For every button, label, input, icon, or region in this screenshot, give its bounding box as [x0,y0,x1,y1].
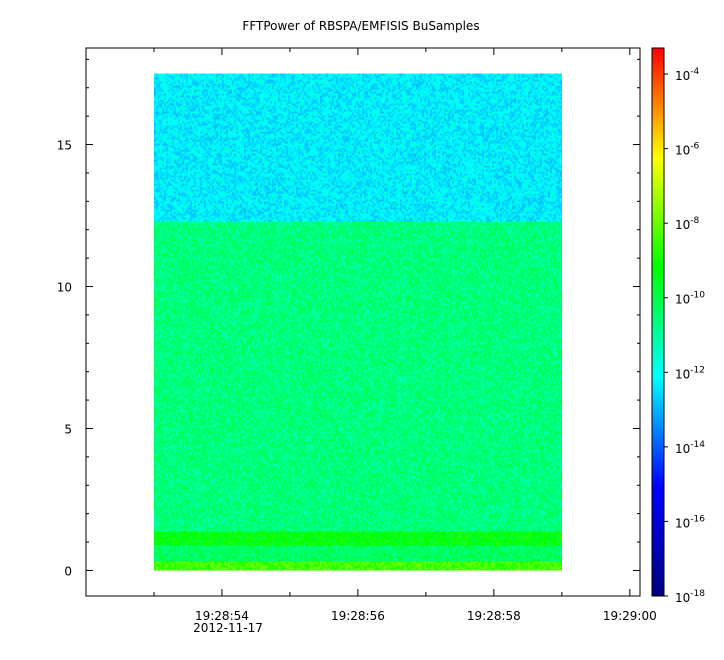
colorbar-tick-label: 10-14 [675,440,705,456]
y-tick-label: 0 [64,564,72,578]
heatmap-layer [153,73,562,571]
x-tick-label: 19:28:54 [195,609,249,623]
x-axis: 2012-11-17 19:28:54 19:28:56 19:28:58 19:29… [153,48,657,635]
colorbar-labels: 10-4 10-6 10-8 10-10 10-12 10-14 10-16 10-18 [664,67,705,605]
colorbar-tick-label: 10-12 [675,365,705,381]
x-tick-label: 19:28:58 [467,609,521,623]
colorbar-tick-label: 10-6 [675,142,700,158]
plot-frame [85,47,641,597]
x-date-label: 2012-11-17 [193,621,263,635]
y-tick-label: 15 [57,139,72,153]
colorbar-tick-label: 10-4 [675,67,700,83]
colorbar-tick-label: 10-18 [675,589,705,605]
x-tick-label: 19:29:00 [603,609,657,623]
colorbar-gradient [651,47,665,597]
colorbar-tick-label: 10-10 [675,291,705,307]
colorbar-tick-label: 10-16 [675,514,705,530]
colorbar-tick-label: 10-8 [675,216,700,232]
colorbar: 10-4 10-6 10-8 10-10 10-12 10-14 10-16 10-18 [651,47,705,605]
chart-title: FFTPower of RBSPA/EMFISIS BuSamples [242,19,479,33]
y-tick-label: 10 [57,281,72,295]
y-axis: 0 5 10 15 [57,58,640,578]
plot-area [85,47,641,597]
y-tick-label: 5 [64,422,72,436]
spectrogram-image [153,73,562,571]
x-tick-label: 19:28:56 [331,609,385,623]
